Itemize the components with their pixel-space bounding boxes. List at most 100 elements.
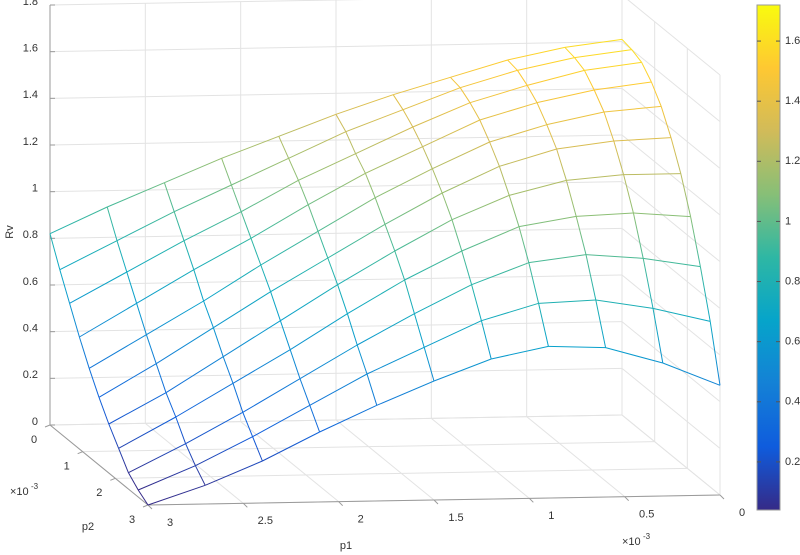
colorbar-tick-label: 0.2 — [785, 456, 800, 468]
mesh-edge — [374, 168, 433, 199]
mesh-edge — [479, 102, 538, 121]
mesh-edge — [183, 240, 195, 270]
mesh-edge — [584, 61, 642, 71]
colorbar-tick-label: 1.6 — [785, 35, 800, 47]
mesh-edge — [307, 204, 319, 232]
y-tick — [142, 504, 149, 508]
mesh-edge — [107, 182, 165, 208]
mesh-edge — [633, 212, 691, 218]
mesh-edge — [404, 279, 415, 314]
mesh-edge — [574, 57, 585, 71]
mesh-edge — [126, 240, 185, 273]
mesh-edge — [173, 211, 185, 241]
mesh-edge — [709, 321, 721, 386]
mesh-edge — [270, 257, 329, 293]
grid-line — [335, 419, 435, 501]
mesh-edge — [441, 165, 500, 194]
x-tick — [338, 501, 344, 507]
mesh-edge — [193, 237, 252, 271]
mesh-edge — [307, 172, 366, 206]
mesh-edge — [279, 320, 291, 350]
mesh-edge — [528, 254, 587, 264]
colorbar — [756, 4, 781, 511]
mesh-edge — [392, 94, 404, 110]
mesh-edge — [288, 131, 347, 159]
z-tick-label: 1.8 — [23, 0, 38, 8]
mesh-edge — [335, 94, 394, 115]
mesh-edge — [422, 146, 433, 169]
mesh-edge — [422, 119, 481, 148]
mesh-edge — [595, 299, 607, 348]
mesh-edge — [384, 224, 396, 252]
mesh-edge — [289, 313, 348, 351]
mesh-edge — [260, 264, 272, 292]
z-tick-label: 0.4 — [23, 323, 38, 335]
mesh-edge — [88, 334, 147, 369]
mesh-edge — [527, 69, 585, 86]
y-tick-label: 1 — [64, 461, 70, 473]
mesh-edge — [412, 102, 471, 128]
mesh-edge — [278, 113, 337, 137]
mesh-edge — [517, 57, 575, 71]
mesh-edge — [194, 465, 206, 486]
mesh-edge — [603, 105, 662, 113]
mesh-edge — [116, 240, 128, 273]
mesh-edge — [222, 356, 234, 384]
mesh-edge — [432, 141, 490, 170]
mesh-edge — [566, 174, 624, 181]
x-tick-label: 2.5 — [258, 515, 273, 527]
grid-line — [621, 227, 721, 309]
colorbar-tick-label: 1.2 — [785, 155, 800, 167]
mesh-edge — [319, 404, 378, 433]
mesh-edge — [394, 219, 453, 252]
mesh-edge — [309, 373, 368, 406]
mesh-edge — [528, 262, 540, 304]
mesh-edge — [136, 269, 195, 304]
y-tick — [77, 451, 83, 455]
mesh-edge — [146, 300, 204, 336]
mesh-edge — [461, 226, 520, 252]
colorbar-tick-label: 1.4 — [785, 95, 800, 107]
mesh-edge — [59, 269, 71, 304]
x-tick — [624, 496, 630, 502]
x-tick — [147, 504, 153, 510]
mesh-edge — [623, 174, 634, 214]
mesh-edge — [78, 336, 90, 369]
x-tick — [528, 497, 534, 503]
mesh-edge — [451, 219, 463, 252]
grid-line — [49, 367, 623, 379]
mesh-edge — [623, 173, 681, 176]
mesh-edge — [173, 184, 232, 213]
mesh-edge — [252, 436, 263, 462]
mesh-edge — [469, 102, 481, 121]
y-axis-label: p2 — [82, 521, 94, 533]
mesh-edge — [460, 69, 518, 89]
mesh-edge — [183, 211, 242, 242]
grid-line — [49, 227, 623, 239]
mesh-edge — [98, 363, 157, 398]
mesh-edge — [508, 195, 520, 227]
mesh-edge — [262, 431, 320, 462]
mesh-edge — [431, 168, 443, 194]
mesh-edge — [603, 111, 615, 142]
z-tick-label: 0 — [32, 416, 38, 428]
mesh-edge — [346, 313, 358, 346]
mesh-edge — [489, 124, 547, 143]
mesh-edge — [451, 194, 510, 221]
mesh-edge — [299, 378, 311, 406]
mesh-edge — [509, 179, 567, 196]
mesh-edge — [327, 257, 339, 285]
mesh-edge — [98, 397, 110, 425]
mesh-edge — [480, 320, 492, 360]
mesh-edge — [116, 211, 175, 242]
x-tick — [242, 502, 248, 508]
mesh-edge — [345, 131, 357, 154]
mesh-edge — [642, 258, 654, 309]
mesh-edge — [459, 87, 471, 103]
mesh-edge — [576, 212, 634, 217]
mesh-edge — [298, 153, 356, 181]
z-tick-label: 1.2 — [23, 136, 38, 148]
mesh-edge — [366, 373, 378, 406]
mesh-edge — [347, 279, 405, 315]
